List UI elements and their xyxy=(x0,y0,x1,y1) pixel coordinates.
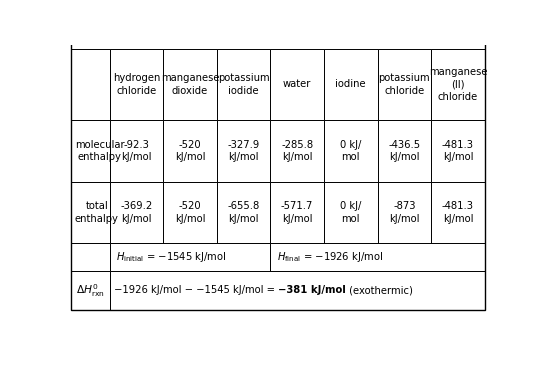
Bar xyxy=(109,49,163,120)
Text: manganese
dioxide: manganese dioxide xyxy=(161,73,219,96)
Text: potassium
chloride: potassium chloride xyxy=(378,73,430,96)
Text: -481.3
kJ/mol: -481.3 kJ/mol xyxy=(442,201,474,224)
Text: -873
kJ/mol: -873 kJ/mol xyxy=(389,201,420,224)
Text: potassium
iodide: potassium iodide xyxy=(218,73,269,96)
Bar xyxy=(71,49,109,120)
Text: $\mathit{H}_{\mathrm{final}}$ = −1926 kJ/mol: $\mathit{H}_{\mathrm{final}}$ = −1926 kJ… xyxy=(276,250,383,264)
Bar xyxy=(109,271,485,310)
Text: $\Delta H^{0}_{\mathrm{rxn}}$: $\Delta H^{0}_{\mathrm{rxn}}$ xyxy=(76,282,105,299)
Bar xyxy=(431,120,485,182)
Bar xyxy=(378,182,431,243)
Text: −1926 kJ/mol − −1545 kJ/mol =: −1926 kJ/mol − −1545 kJ/mol = xyxy=(114,285,279,295)
Bar xyxy=(163,120,217,182)
Text: -369.2
kJ/mol: -369.2 kJ/mol xyxy=(120,201,152,224)
Text: -436.5
kJ/mol: -436.5 kJ/mol xyxy=(388,140,421,162)
Text: -520
kJ/mol: -520 kJ/mol xyxy=(175,140,205,162)
Text: -327.9
kJ/mol: -327.9 kJ/mol xyxy=(228,140,260,162)
Text: -655.8
kJ/mol: -655.8 kJ/mol xyxy=(228,201,260,224)
Text: manganese
(II)
chloride: manganese (II) chloride xyxy=(429,67,487,102)
Bar xyxy=(378,49,431,120)
Text: (exothermic): (exothermic) xyxy=(346,285,413,295)
Bar xyxy=(431,49,485,120)
Bar xyxy=(71,271,109,310)
Text: -571.7
kJ/mol: -571.7 kJ/mol xyxy=(281,201,313,224)
Bar xyxy=(163,49,217,120)
Text: -481.3
kJ/mol: -481.3 kJ/mol xyxy=(442,140,474,162)
Bar xyxy=(217,120,270,182)
Text: water: water xyxy=(283,79,311,89)
Text: −381 kJ/mol: −381 kJ/mol xyxy=(279,285,346,295)
Text: iodine: iodine xyxy=(335,79,366,89)
Text: hydrogen
chloride: hydrogen chloride xyxy=(113,73,160,96)
Text: 0 kJ/
mol: 0 kJ/ mol xyxy=(340,140,362,162)
Text: 0 kJ/
mol: 0 kJ/ mol xyxy=(340,201,362,224)
Bar xyxy=(378,120,431,182)
Bar xyxy=(270,49,324,120)
Bar xyxy=(71,120,109,182)
Bar xyxy=(270,182,324,243)
Bar xyxy=(217,182,270,243)
Bar xyxy=(270,120,324,182)
Bar xyxy=(324,182,378,243)
Text: -520
kJ/mol: -520 kJ/mol xyxy=(175,201,205,224)
Bar xyxy=(431,182,485,243)
Text: $\mathit{H}_{\mathrm{initial}}$ = −1545 kJ/mol: $\mathit{H}_{\mathrm{initial}}$ = −1545 … xyxy=(116,250,227,264)
Text: -285.8
kJ/mol: -285.8 kJ/mol xyxy=(281,140,313,162)
Bar xyxy=(163,182,217,243)
Text: total
enthalpy: total enthalpy xyxy=(75,201,119,224)
Text: molecular
enthalpy: molecular enthalpy xyxy=(75,140,124,162)
Text: -92.3
kJ/mol: -92.3 kJ/mol xyxy=(121,140,152,162)
Bar xyxy=(324,120,378,182)
Bar xyxy=(270,243,485,271)
Bar xyxy=(217,49,270,120)
Bar xyxy=(71,243,109,271)
Bar xyxy=(109,182,163,243)
Bar xyxy=(71,182,109,243)
Bar xyxy=(109,120,163,182)
Bar xyxy=(324,49,378,120)
Bar xyxy=(109,243,270,271)
